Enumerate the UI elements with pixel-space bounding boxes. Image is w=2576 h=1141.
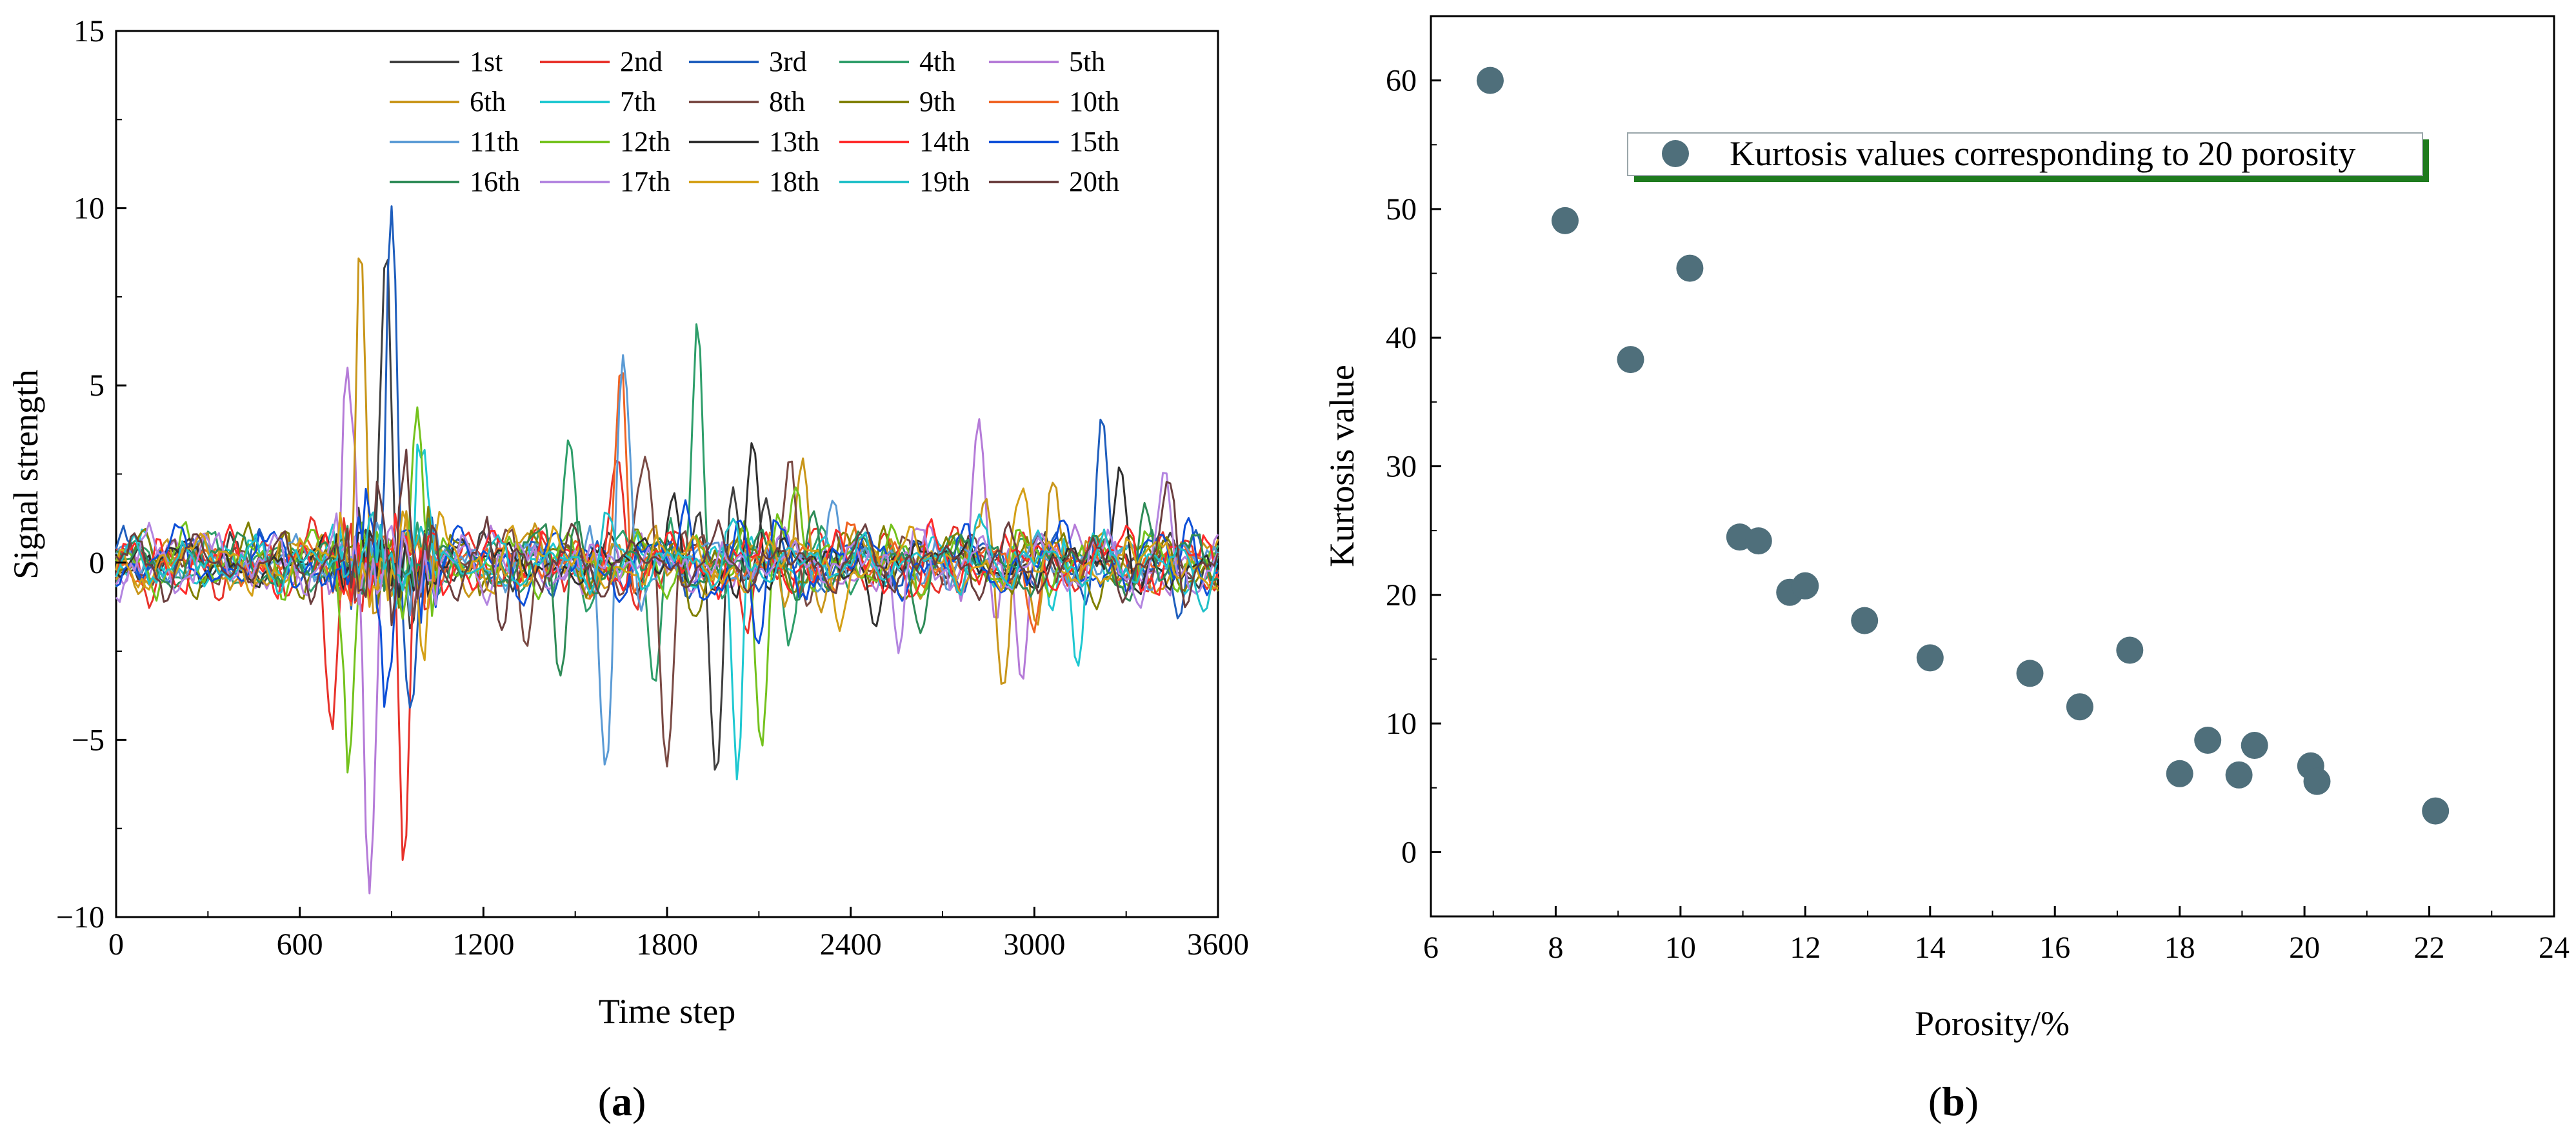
panel-a-series-line	[115, 511, 1219, 613]
panel-b-scatter-point	[2166, 760, 2193, 787]
panel-a-legend-label: 9th	[919, 86, 955, 117]
panel-a-legend-label: 14th	[919, 126, 970, 157]
panel-a-legend-label: 18th	[769, 166, 819, 197]
panel-a-y-tick-label: −10	[56, 900, 105, 934]
panel-b-scatter-point	[1792, 572, 1819, 600]
panel-b-scatter-point	[1617, 346, 1644, 374]
panel-a-legend-label: 4th	[919, 46, 955, 77]
panel-a-x-tick-label: 0	[108, 927, 124, 962]
panel-b-scatter-point	[2241, 732, 2268, 759]
panel-b-scatter-chart: 6 8 10 12 14 16 18 20 22 24 0 10 20 30 40 50 60 Kurtosis…	[1323, 15, 2570, 1124]
panel-b-y-tick-label: 20	[1386, 578, 1417, 612]
panel-a-series-lines	[115, 205, 1219, 894]
panel-a-legend-label: 19th	[919, 166, 970, 197]
panel-b-x-tick-label: 20	[2289, 931, 2320, 965]
panel-a-x-axis-label: Time step	[599, 992, 736, 1031]
panel-a-legend-label: 20th	[1069, 166, 1119, 197]
panel-b-legend-marker	[1662, 140, 1689, 167]
panel-b-y-tick-label: 40	[1386, 321, 1417, 355]
panel-a-series-line	[115, 487, 1219, 661]
panel-a-legend-label: 11th	[470, 126, 519, 157]
panel-b-scatter-point	[1851, 607, 1879, 634]
panel-a-x-tick-label: 3600	[1187, 927, 1249, 962]
panel-a-legend-label: 13th	[769, 126, 819, 157]
panel-a-legend-label: 17th	[620, 166, 670, 197]
panel-a-series-line	[115, 259, 1219, 771]
panel-a-series-line	[115, 367, 1219, 894]
panel-b-scatter-point	[2422, 797, 2450, 825]
panel-a-legend-label: 5th	[1069, 46, 1105, 77]
panel-a-x-tick-label: 3000	[1003, 927, 1065, 962]
panel-a-y-axis-label: Signal strength	[6, 369, 45, 579]
panel-b-x-tick-label: 10	[1665, 931, 1696, 965]
panel-a-y-tick-label: 10	[74, 192, 105, 226]
panel-b-x-axis-label: Porosity/%	[1915, 1004, 2070, 1043]
panel-b-x-tick-label: 18	[2164, 931, 2195, 965]
panel-a-series-line	[115, 456, 1219, 768]
panel-b-x-tick-label: 16	[2039, 931, 2070, 965]
panel-b-scatter-point	[2016, 660, 2044, 687]
panel-a-legend-label: 7th	[620, 86, 656, 117]
panel-b-y-axis-label: Kurtosis value	[1323, 365, 1361, 567]
panel-a-line-chart: 0 600 1200 1800 2400 3000 3600 −10 −5 0 5 10 15 1st 2…	[6, 14, 1249, 1124]
panel-b-scatter-point	[2194, 727, 2222, 754]
panel-a-legend-label: 2nd	[620, 46, 663, 77]
panel-b-legend-box	[1627, 132, 2423, 176]
panel-b-scatter-point	[1744, 527, 1772, 555]
panel-a-x-tick-label: 2400	[820, 927, 882, 962]
panel-b-legend: Kurtosis values corresponding to 20 poro…	[1627, 132, 2429, 182]
panel-b-scatter-point	[1552, 207, 1579, 234]
panel-a-legend-label: 12th	[620, 126, 670, 157]
panel-b-y-tick-label: 50	[1386, 192, 1417, 227]
panel-b-scatter-point	[2225, 761, 2253, 789]
panel-a-series-line	[115, 205, 1219, 709]
panel-b-y-tick-label: 30	[1386, 450, 1417, 484]
panel-a-legend-label: 8th	[769, 86, 805, 117]
panel-b-scatter-point	[2116, 636, 2144, 664]
panel-a-y-tick-label: −5	[72, 723, 105, 757]
panel-b-scatter-point	[1676, 254, 1704, 282]
panel-a-x-tick-label: 1200	[452, 927, 514, 962]
panel-b-x-tick-label: 8	[1548, 931, 1563, 965]
panel-a-legend: 1st 2nd 3rd 4th 5th 6th 7th 8th 9th 10th 11th 12th 1…	[390, 46, 1119, 197]
panel-b-y-tick-label: 10	[1386, 707, 1417, 741]
panel-b-scatter-point	[1916, 644, 1944, 672]
panel-b-x-tick-label: 12	[1790, 931, 1821, 965]
panel-b-scatter-points	[1476, 66, 2450, 825]
panel-a-series-line	[115, 323, 1219, 682]
panel-a-y-tick-label: 15	[74, 14, 105, 48]
panel-a-x-tick-label: 1800	[636, 927, 698, 962]
panel-b-y-tick-label: 0	[1401, 835, 1417, 869]
panel-b-scatter-point	[2066, 693, 2093, 721]
panel-b-scatter-point	[2303, 767, 2331, 795]
panel-b-x-tick-label: 14	[1915, 931, 1946, 965]
panel-a-caption: (a)	[598, 1078, 646, 1124]
panel-b-axis-ticks: 6 8 10 12 14 16 18 20 22 24 0 10 20 30 40 50 60	[1386, 64, 2570, 965]
panel-b-y-tick-label: 60	[1386, 64, 1417, 98]
panel-a-legend-label: 10th	[1069, 86, 1119, 117]
panel-b-caption: (b)	[1928, 1078, 1979, 1124]
panel-b-scatter-point	[1476, 66, 1504, 94]
panel-b-x-tick-label: 22	[2414, 931, 2445, 965]
panel-b-legend-label: Kurtosis values corresponding to 20 poro…	[1730, 134, 2355, 173]
panel-a-series-line	[115, 449, 1219, 631]
panel-a-legend-label: 3rd	[769, 46, 807, 77]
panel-a-y-tick-label: 5	[89, 369, 105, 403]
panel-a-series-line	[115, 257, 1219, 685]
panel-a-y-tick-label: 0	[89, 546, 105, 580]
panel-a-legend-label: 6th	[470, 86, 506, 117]
panel-a-legend-label: 16th	[470, 166, 520, 197]
panel-a-x-tick-label: 600	[277, 927, 323, 962]
panel-b-x-tick-label: 24	[2539, 931, 2570, 965]
panel-a-legend-label: 15th	[1069, 126, 1119, 157]
panel-a-series-line	[115, 443, 1219, 781]
panel-a-axis-ticks: 0 600 1200 1800 2400 3000 3600 −10 −5 0 5 10 15	[56, 14, 1249, 962]
panel-a-legend-label: 1st	[470, 46, 503, 77]
panel-a-plot-frame	[115, 30, 1219, 918]
panel-b-x-tick-label: 6	[1423, 931, 1439, 965]
panel-a-series-line	[115, 501, 1219, 677]
